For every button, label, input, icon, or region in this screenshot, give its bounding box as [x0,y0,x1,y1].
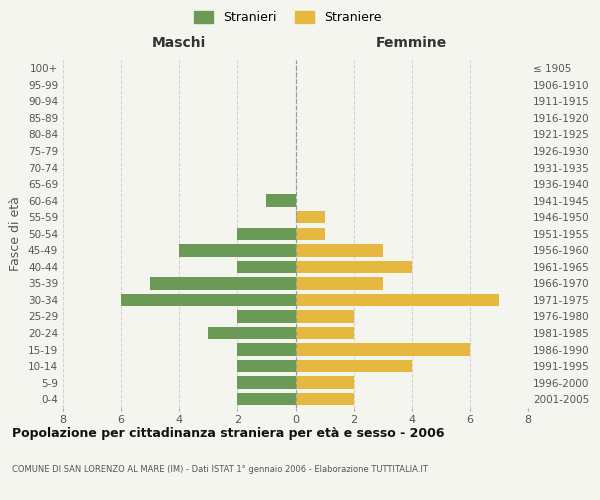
Bar [296,260,412,273]
Text: COMUNE DI SAN LORENZO AL MARE (IM) - Dati ISTAT 1° gennaio 2006 - Elaborazione T: COMUNE DI SAN LORENZO AL MARE (IM) - Dat… [12,466,428,474]
Bar [266,194,296,207]
Bar [296,344,470,356]
Legend: Stranieri, Straniere: Stranieri, Straniere [190,6,386,29]
Y-axis label: Anni di nascita: Anni di nascita [596,188,600,280]
Bar [296,360,412,372]
Bar [296,393,353,406]
Text: Maschi: Maschi [152,36,206,50]
Bar [296,277,383,289]
Text: Popolazione per cittadinanza straniera per età e sesso - 2006: Popolazione per cittadinanza straniera p… [12,428,445,440]
Bar [296,228,325,240]
Bar [296,244,383,256]
Bar [121,294,296,306]
Bar [238,260,296,273]
Bar [296,294,499,306]
Bar [238,344,296,356]
Bar [238,228,296,240]
Bar [238,393,296,406]
Bar [238,310,296,322]
Bar [296,310,353,322]
Bar [150,277,296,289]
Bar [238,360,296,372]
Bar [179,244,296,256]
Y-axis label: Fasce di età: Fasce di età [10,196,22,271]
Bar [238,376,296,389]
Text: Femmine: Femmine [376,36,448,50]
Bar [296,211,325,224]
Bar [296,327,353,339]
Bar [208,327,296,339]
Bar [296,376,353,389]
